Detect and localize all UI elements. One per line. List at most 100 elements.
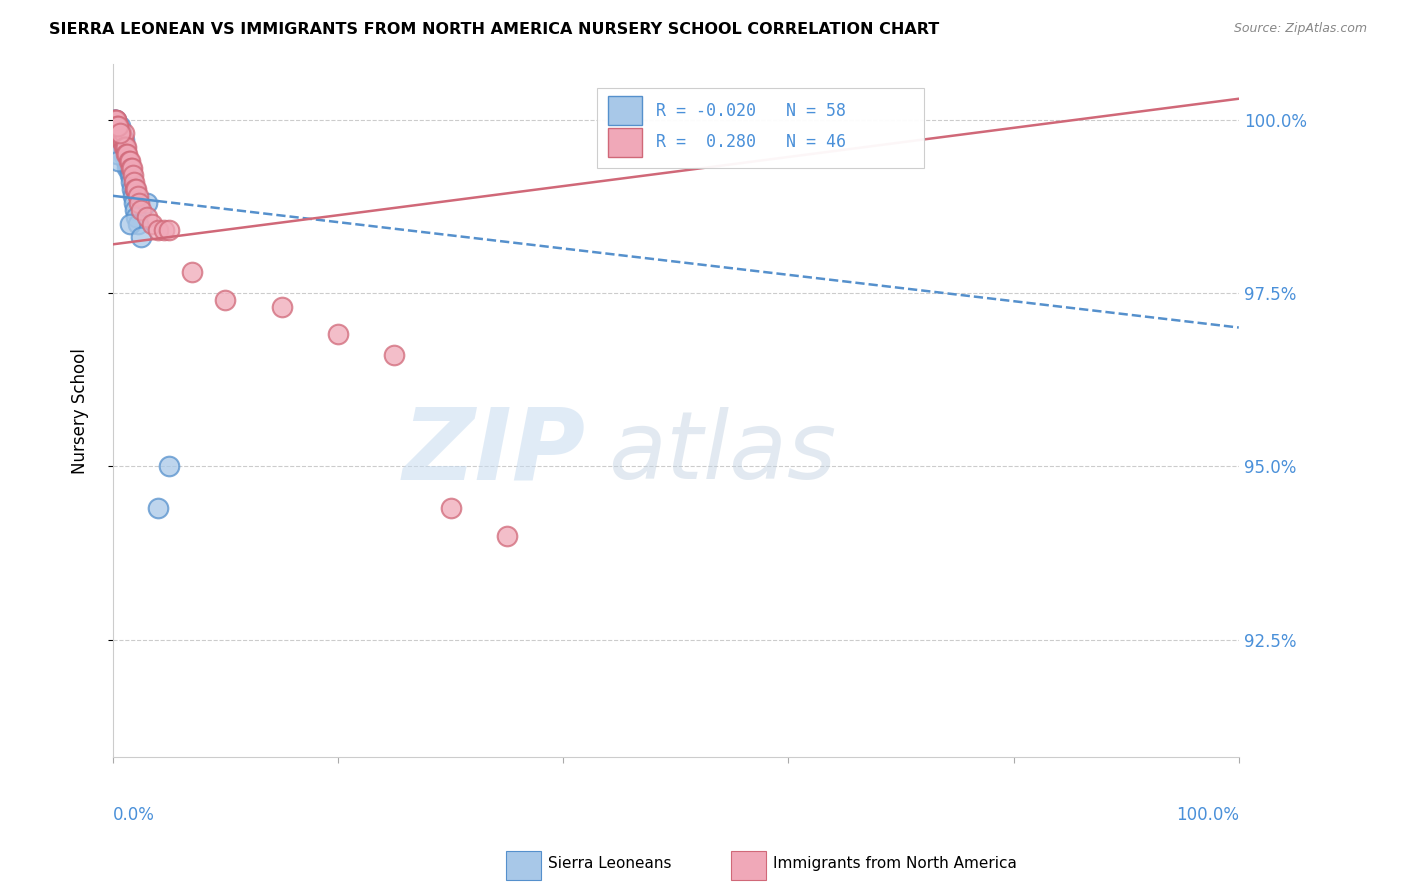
Point (157, 459, 180, 474)
Point (122, 175, 145, 189)
Point (118, 217, 141, 231)
Point (111, 133, 134, 147)
Point (141, 217, 163, 231)
Point (152, 223, 174, 237)
Point (110, 127, 132, 141)
Point (105, 120, 128, 134)
Point (104, 140, 127, 154)
Point (104, 120, 127, 134)
Point (107, 120, 129, 134)
Point (110, 133, 132, 147)
Point (111, 133, 134, 147)
Point (115, 140, 138, 154)
Point (112, 140, 135, 154)
Point (120, 168, 142, 182)
Point (105, 127, 128, 141)
Point (114, 147, 136, 161)
Point (105, 112, 128, 127)
Point (107, 127, 129, 141)
Point (117, 147, 139, 161)
Point (128, 195, 150, 210)
Point (135, 210, 157, 224)
Point (107, 127, 129, 141)
Point (115, 154, 138, 169)
Point (112, 133, 135, 147)
Text: R =  0.280   N = 46: R = 0.280 N = 46 (655, 134, 845, 152)
FancyBboxPatch shape (598, 88, 924, 168)
FancyBboxPatch shape (609, 96, 643, 125)
Point (180, 265, 202, 279)
Point (124, 182, 146, 196)
Point (124, 182, 146, 196)
Point (105, 147, 128, 161)
Point (129, 230, 152, 244)
Point (114, 140, 136, 154)
Point (108, 127, 131, 141)
Point (117, 161, 139, 175)
Point (107, 133, 129, 147)
Point (127, 217, 149, 231)
Point (120, 161, 142, 175)
Point (122, 195, 145, 210)
Point (382, 348, 405, 362)
Point (125, 210, 148, 224)
Point (111, 133, 134, 147)
Point (104, 112, 127, 127)
Point (107, 154, 129, 169)
Point (146, 500, 169, 515)
Point (108, 127, 131, 141)
Point (121, 161, 143, 175)
Point (111, 140, 134, 154)
Point (105, 120, 128, 134)
Point (120, 175, 142, 189)
Point (115, 147, 138, 161)
Point (122, 189, 145, 203)
Point (110, 127, 132, 141)
Point (125, 182, 148, 196)
Text: Sierra Leoneans: Sierra Leoneans (548, 856, 672, 871)
Text: ZIP: ZIP (402, 404, 586, 500)
Point (105, 120, 128, 134)
Point (117, 154, 139, 169)
Point (496, 528, 519, 542)
Point (121, 182, 143, 196)
Point (105, 120, 128, 134)
Point (108, 127, 131, 141)
Point (129, 202, 152, 217)
Text: SIERRA LEONEAN VS IMMIGRANTS FROM NORTH AMERICA NURSERY SCHOOL CORRELATION CHART: SIERRA LEONEAN VS IMMIGRANTS FROM NORTH … (49, 22, 939, 37)
Point (114, 140, 136, 154)
Point (326, 327, 349, 342)
Point (270, 300, 292, 314)
Point (118, 154, 141, 169)
Text: Source: ZipAtlas.com: Source: ZipAtlas.com (1233, 22, 1367, 36)
Point (117, 154, 139, 169)
Point (108, 120, 131, 134)
Point (103, 112, 125, 127)
Text: atlas: atlas (609, 407, 837, 498)
Y-axis label: Nursery School: Nursery School (72, 348, 89, 474)
Point (103, 112, 125, 127)
Text: Immigrants from North America: Immigrants from North America (773, 856, 1017, 871)
Point (104, 120, 127, 134)
FancyBboxPatch shape (609, 128, 643, 157)
Point (105, 120, 128, 134)
Point (122, 168, 145, 182)
Point (118, 161, 141, 175)
Point (105, 120, 128, 134)
Point (103, 120, 125, 134)
Point (108, 127, 131, 141)
Point (107, 127, 129, 141)
Point (107, 120, 129, 134)
Point (105, 127, 128, 141)
Point (157, 223, 180, 237)
Point (115, 147, 138, 161)
Point (104, 112, 127, 127)
Text: 100.0%: 100.0% (1175, 806, 1239, 824)
Point (112, 147, 135, 161)
Point (110, 133, 132, 147)
Point (127, 189, 149, 203)
Point (135, 195, 157, 210)
Point (117, 161, 139, 175)
Point (110, 140, 132, 154)
Point (105, 112, 128, 127)
